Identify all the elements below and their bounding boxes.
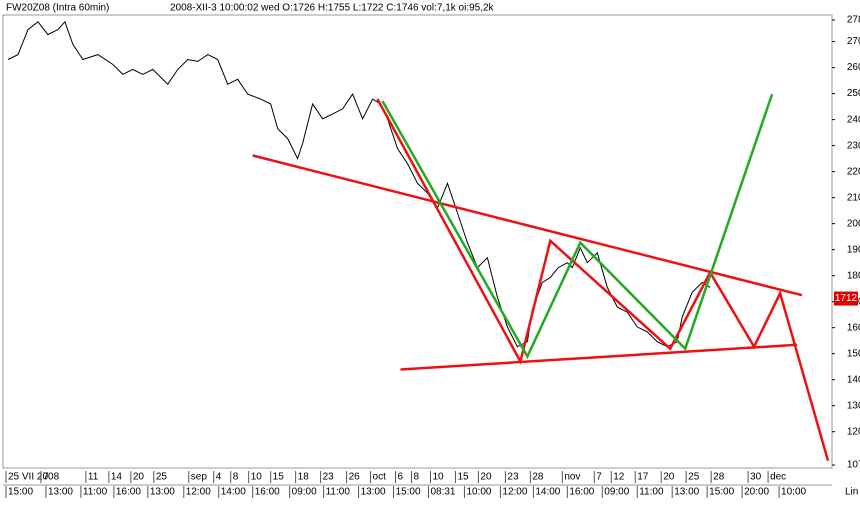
chart-title: FW20Z08 (Intra 60min) xyxy=(6,3,109,14)
x-tick-label: 12 xyxy=(613,472,625,483)
x-tick-label: 23 xyxy=(323,472,335,483)
x-tick-label: 10 xyxy=(432,472,444,483)
x-tick-label: nov xyxy=(564,472,580,483)
x-tick-label: 28 xyxy=(532,472,544,483)
x-tick-label: 08:31 xyxy=(430,487,455,498)
trend-line xyxy=(381,93,774,360)
y-tick-label: 2200 xyxy=(847,166,860,177)
last-price-label: 1712 xyxy=(835,293,858,304)
plot-frame xyxy=(2,14,833,469)
x-tick-label: 23 xyxy=(507,472,519,483)
x-tick-label: 14:00 xyxy=(221,487,246,498)
y-tick-label: 2300 xyxy=(847,140,860,151)
y-tick-label: 1500 xyxy=(847,348,860,359)
x-tick-label: 11:00 xyxy=(639,487,664,498)
price-line xyxy=(7,20,711,348)
y-tick-label: 2400 xyxy=(847,114,860,125)
x-tick-label: 20 xyxy=(133,472,145,483)
y-tick-label: 1072 xyxy=(847,460,860,471)
x-tick-label: 11 xyxy=(88,472,99,483)
x-tick-label: 25 xyxy=(688,472,700,483)
x-tick-label: 14:00 xyxy=(535,487,560,498)
x-tick-label: 13:00 xyxy=(150,487,175,498)
y-tick-label: 1200 xyxy=(847,426,860,437)
x-tick-label: 12:00 xyxy=(502,487,527,498)
x-tick-label: 20:00 xyxy=(744,487,769,498)
x-tick-label: 16:00 xyxy=(116,487,141,498)
y-tick-label: 1300 xyxy=(847,400,860,411)
y-tick-label: 2500 xyxy=(847,88,860,99)
x-tick-label: dec xyxy=(770,472,786,483)
y-tick-label: 2783 xyxy=(847,15,860,26)
x-tick-label: 13:00 xyxy=(674,487,699,498)
x-tick-label: 20 xyxy=(480,472,492,483)
x-tick-label: 8 xyxy=(233,472,239,483)
y-tick-label: 2100 xyxy=(847,192,860,203)
x-tick-label: 16:00 xyxy=(255,487,280,498)
x-tick-label: 30 xyxy=(750,472,762,483)
trend-line xyxy=(376,98,830,461)
x-tick-label: 15 xyxy=(457,472,469,483)
x-tick-label: 7 xyxy=(596,472,602,483)
x-tick-label: 7 xyxy=(43,472,49,483)
x-tick-label: 10 xyxy=(251,472,263,483)
x-tick-label: oct xyxy=(373,472,387,483)
x-tick-label: 10:00 xyxy=(466,487,491,498)
x-tick-label: 8 xyxy=(414,472,420,483)
y-tick-label: 2000 xyxy=(847,218,860,229)
x-tick-label: 15:00 xyxy=(709,487,734,498)
x-tick-label: 28 xyxy=(713,472,725,483)
y-tick-label: 1800 xyxy=(847,270,860,281)
y-tick-label: 1400 xyxy=(847,374,860,385)
x-tick-label: 18 xyxy=(298,472,310,483)
y-tick-label: 1600 xyxy=(847,322,860,333)
x-tick-label: 6 xyxy=(398,472,404,483)
x-tick-label: 4 xyxy=(216,472,222,483)
x-tick-label: 15 xyxy=(273,472,285,483)
x-tick-label: 26 xyxy=(349,472,361,483)
y-tick-label: 2700 xyxy=(847,36,860,47)
x-tick-label: 09:00 xyxy=(604,487,629,498)
x-tick-label: 15:00 xyxy=(396,487,421,498)
y-tick-label: 1900 xyxy=(847,244,860,255)
chart-subtitle: 2008-XII-3 10:00:02 wed O:1726 H:1755 L:… xyxy=(170,3,495,14)
x-tick-label: 25 VII 2008 xyxy=(8,472,60,483)
last-price-box xyxy=(834,291,858,306)
x-tick-label: 20 xyxy=(663,472,675,483)
x-tick-label: 11:00 xyxy=(83,487,108,498)
x-tick-label: 25 xyxy=(156,472,168,483)
x-tick-label: 13:00 xyxy=(361,487,386,498)
x-tick-label: 11:00 xyxy=(326,487,351,498)
x-tick-label: sep xyxy=(191,472,208,483)
x-tick-label: 14 xyxy=(111,472,123,483)
x-tick-label: 09:00 xyxy=(292,487,317,498)
y-tick-label: 2600 xyxy=(847,62,860,73)
x-tick-label: 10:00 xyxy=(781,487,806,498)
scale-label: Lin xyxy=(845,487,858,498)
x-tick-label: 12:00 xyxy=(186,487,211,498)
x-tick-label: 16:00 xyxy=(569,487,594,498)
trend-line xyxy=(400,343,798,371)
x-tick-label: 13:00 xyxy=(48,487,73,498)
x-tick-label: 17 xyxy=(637,472,649,483)
x-tick-label: 15:00 xyxy=(8,487,33,498)
